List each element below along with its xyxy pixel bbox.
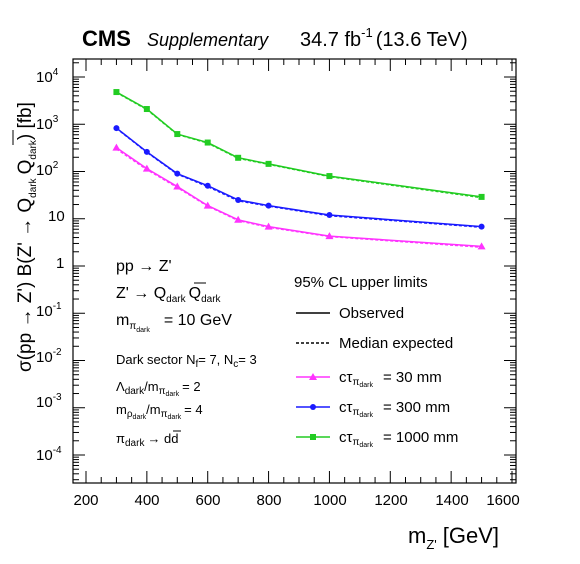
data-point-square (235, 154, 242, 161)
rho-ratio: mρdark/mπdark= 4 (116, 402, 203, 421)
legend: 95% CL upper limits Observed Median expe… (294, 274, 458, 449)
data-point-triangle (477, 242, 486, 250)
data-point-circle (143, 148, 150, 155)
y-tick-labels: 10-4 10-3 10-2 10-1 1 10 102 103 104 (36, 67, 65, 464)
observed-line (115, 127, 482, 228)
y-tick-label: 1 (56, 255, 64, 272)
data-point-square (204, 139, 211, 146)
x-tick-label: 800 (256, 492, 281, 509)
data-point-circle (204, 182, 211, 189)
x-tick-label: 600 (195, 492, 220, 509)
data-point-circle (174, 170, 181, 177)
series-layer (112, 89, 486, 250)
data-point-triangle (234, 215, 243, 223)
legend-header: 95% CL upper limits (294, 274, 428, 291)
data-point-circle (478, 223, 485, 230)
legend-1000mm-marker (310, 434, 316, 440)
legend-30mm: cτπdark = 30 mm (339, 369, 442, 389)
axis-ticks (73, 59, 516, 483)
signal-annotations: pp → Z' Z' → Qdark Qdark mπdark= 10 GeV D… (116, 258, 257, 449)
x-tick-label: 1600 (486, 492, 519, 509)
expected-line (116, 148, 482, 248)
data-point-triangle (264, 222, 273, 230)
y-tick-label: 10-4 (36, 445, 62, 464)
x-tick-label: 400 (134, 492, 159, 509)
expected-line (115, 127, 482, 229)
data-point-square (265, 160, 272, 167)
y-tick-label: 104 (36, 67, 59, 86)
y-tick-label: 10 (48, 208, 65, 225)
y-tick-label: 10-3 (36, 392, 62, 411)
legend-300mm-marker (310, 404, 316, 410)
legend-1000mm: cτπdark = 1000 mm (339, 429, 458, 449)
data-point-square (326, 173, 333, 180)
y-tick-label: 102 (36, 160, 59, 179)
observed-line (116, 147, 482, 248)
data-point-square (174, 131, 181, 138)
y-tick-label: 10-2 (36, 347, 62, 366)
y-tick-label: 103 (36, 114, 59, 133)
data-point-square (113, 89, 120, 96)
x-tick-label: 1000 (313, 492, 346, 509)
expected-line (116, 91, 482, 199)
legend-30mm-marker (309, 373, 317, 380)
x-tick-label: 200 (73, 492, 98, 509)
data-point-triangle (142, 164, 151, 172)
data-point-triangle (173, 182, 182, 190)
lumi-label: 34.7 fb-1 (13.6 TeV) (300, 25, 468, 51)
dark-sector-n: Dark sector Nf= 7, Nc= 3 (116, 352, 257, 370)
data-point-circle (265, 202, 272, 209)
x-tick-label: 1200 (374, 492, 407, 509)
x-axis-title: mZ' [GeV] (408, 523, 499, 552)
data-point-square (478, 193, 485, 200)
observed-line (116, 91, 482, 198)
pion-decay: πdark → dd (116, 431, 179, 449)
legend-expected: Median expected (339, 335, 453, 352)
x-tick-label: 1400 (435, 492, 468, 509)
y-axis-title: σ(pp → Z') B(Z' → QdarkQdark) [fb] (15, 102, 39, 372)
data-point-triangle (325, 232, 334, 240)
data-point-triangle (203, 201, 212, 209)
data-point-triangle (112, 143, 121, 151)
pion-mass: mπdark= 10 GeV (116, 312, 232, 334)
x-tick-labels: 200 400 600 800 1000 1200 1400 1600 (73, 492, 519, 509)
lambda-ratio: Λdark/mπdark= 2 (116, 379, 201, 398)
y-tick-label: 10-1 (36, 301, 62, 320)
data-point-circle (326, 212, 333, 219)
data-point-circle (235, 196, 242, 203)
data-point-circle (113, 125, 120, 132)
legend-300mm: cτπdark = 300 mm (339, 399, 450, 419)
data-point-square (143, 106, 150, 113)
legend-observed: Observed (339, 305, 404, 322)
supplementary-label: Supplementary (147, 30, 269, 50)
cms-label: CMS (82, 26, 131, 51)
process-pp-zprime: pp → Z' (116, 258, 172, 275)
process-zprime-decay: Z' → Qdark Qdark (116, 285, 222, 305)
